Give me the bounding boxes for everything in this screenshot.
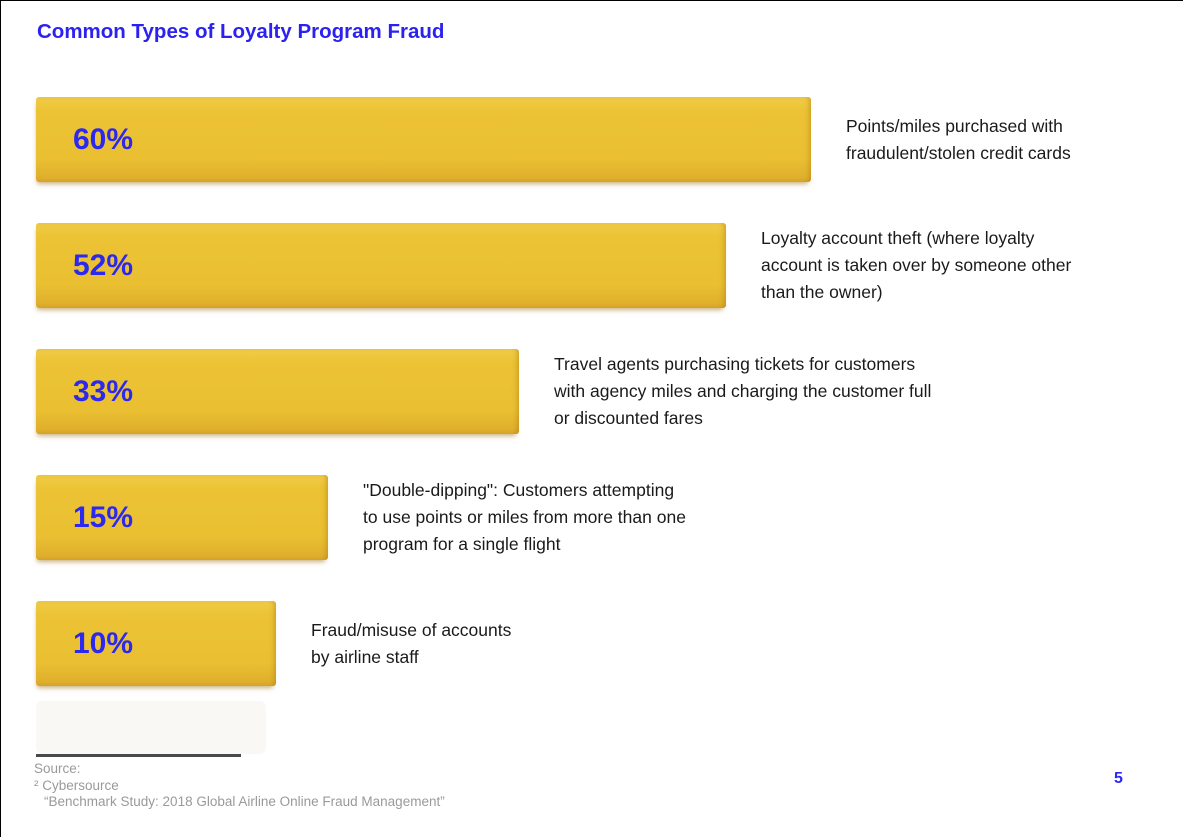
page-number: 5 — [1114, 770, 1123, 787]
bar-description: Loyalty account theft (where loyalty acc… — [761, 228, 1072, 302]
faint-ghost-bar — [36, 701, 266, 754]
fraud-type-row-5: 10% Fraud/misuse of accounts by airline … — [36, 601, 511, 686]
bar-33-percent: 33% — [36, 349, 519, 434]
source-block: Source: ² Cybersource “Benchmark Study: … — [34, 761, 445, 811]
fraud-type-row-1: 60% Points/miles purchased with fraudule… — [36, 97, 1071, 182]
bar-description: "Double-dipping": Customers attempting t… — [363, 480, 686, 554]
bar-60-percent: 60% — [36, 97, 811, 182]
source-citation: “Benchmark Study: 2018 Global Airline On… — [44, 794, 445, 809]
footer-divider-line — [36, 754, 241, 757]
fraud-type-row-2: 52% Loyalty account theft (where loyalty… — [36, 223, 1071, 308]
chart-title: Common Types of Loyalty Program Fraud — [37, 19, 445, 43]
fraud-type-row-3: 33% Travel agents purchasing tickets for… — [36, 349, 931, 434]
bar-value-label: 15% — [73, 500, 134, 534]
bar-description: Points/miles purchased with fraudulent/s… — [846, 115, 1071, 163]
bar-value-label: 33% — [73, 374, 134, 408]
bar-15-percent: 15% — [36, 475, 328, 560]
source-name: ² Cybersource — [34, 777, 119, 793]
bar-value-label: 10% — [73, 626, 134, 660]
bar-10-percent: 10% — [36, 601, 276, 686]
bar-52-percent: 52% — [36, 223, 726, 308]
bar-description: Fraud/misuse of accounts by airline staf… — [311, 619, 512, 667]
bar-description: Travel agents purchasing tickets for cus… — [554, 354, 932, 428]
bar-value-label: 52% — [73, 248, 134, 282]
fraud-type-row-4: 15% "Double-dipping": Customers attempti… — [36, 475, 686, 560]
source-label: Source: — [34, 761, 81, 776]
bar-value-label: 60% — [73, 122, 134, 156]
